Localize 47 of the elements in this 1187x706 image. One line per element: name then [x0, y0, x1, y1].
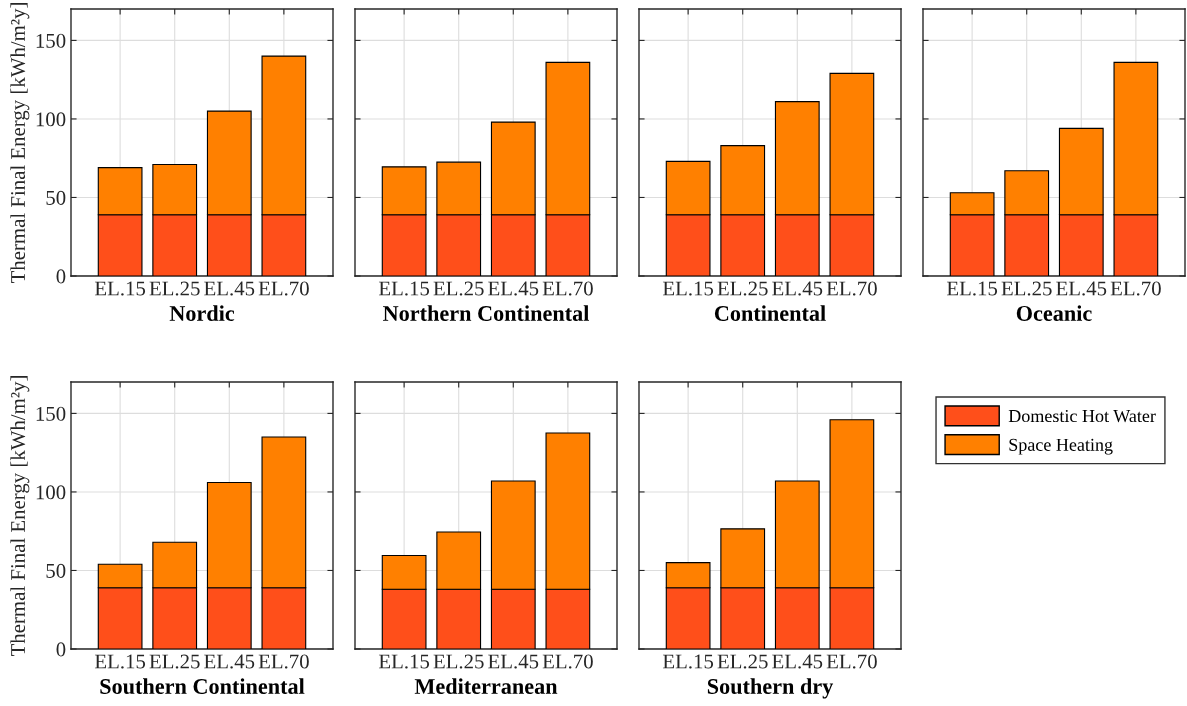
x-tick-label: EL.25: [149, 654, 200, 669]
x-tick-label: EL.15: [946, 281, 998, 296]
x-axis-title: Northern Continental: [383, 305, 590, 321]
x-tick-label: EL.70: [258, 654, 309, 669]
x-axis-title: Oceanic: [1016, 305, 1092, 321]
x-axis-title: Southern Continental: [100, 678, 305, 694]
y-tick-label: 0: [56, 269, 66, 284]
y-tick-label: 100: [36, 112, 66, 127]
y-axis-title: Thermal Final Energy [kWh/m²y]: [10, 3, 30, 284]
y-tick-label: 100: [36, 485, 66, 500]
x-tick-label: EL.15: [94, 654, 146, 669]
x-tick-label: EL.15: [378, 654, 430, 669]
y-axis-title: Thermal Final Energy [kWh/m²y]: [10, 376, 30, 657]
x-tick-label: EL.15: [378, 281, 430, 296]
x-axis-title: Nordic: [169, 305, 235, 321]
x-tick-label: EL.70: [542, 281, 593, 296]
x-tick-label: EL.15: [662, 654, 714, 669]
x-tick-label: EL.70: [1110, 281, 1161, 296]
x-tick-label: EL.25: [433, 654, 484, 669]
x-tick-label: EL.70: [258, 281, 309, 296]
x-tick-label: EL.25: [149, 281, 200, 296]
x-axis-title: Continental: [714, 305, 826, 321]
x-tick-label: EL.45: [204, 281, 255, 296]
x-tick-label: EL.45: [488, 281, 539, 296]
x-tick-label: EL.25: [717, 654, 768, 669]
x-axis-title: Southern dry: [707, 678, 834, 699]
x-tick-label: EL.70: [542, 654, 593, 669]
x-tick-label: EL.15: [662, 281, 714, 296]
x-tick-label: EL.70: [826, 654, 877, 669]
y-tick-label: 150: [36, 33, 66, 48]
legend-label: Space Heating: [1009, 438, 1113, 455]
x-tick-label: EL.25: [433, 281, 484, 296]
x-tick-label: EL.25: [1001, 281, 1052, 296]
x-tick-label: EL.45: [204, 654, 255, 669]
y-tick-label: 50: [46, 563, 66, 578]
x-tick-label: EL.45: [772, 281, 823, 296]
x-tick-label: EL.45: [772, 654, 823, 669]
y-tick-label: 0: [56, 642, 66, 657]
x-tick-label: EL.70: [826, 281, 877, 296]
legend-label: Domestic Hot Water: [1008, 409, 1156, 423]
x-axis-title: Mediterranean: [414, 678, 558, 694]
x-tick-label: EL.15: [94, 281, 146, 296]
x-tick-label: EL.25: [717, 281, 768, 296]
x-tick-label: EL.45: [488, 654, 539, 669]
y-tick-label: 50: [46, 190, 66, 205]
y-tick-label: 150: [36, 406, 66, 421]
x-tick-label: EL.45: [1056, 281, 1107, 296]
